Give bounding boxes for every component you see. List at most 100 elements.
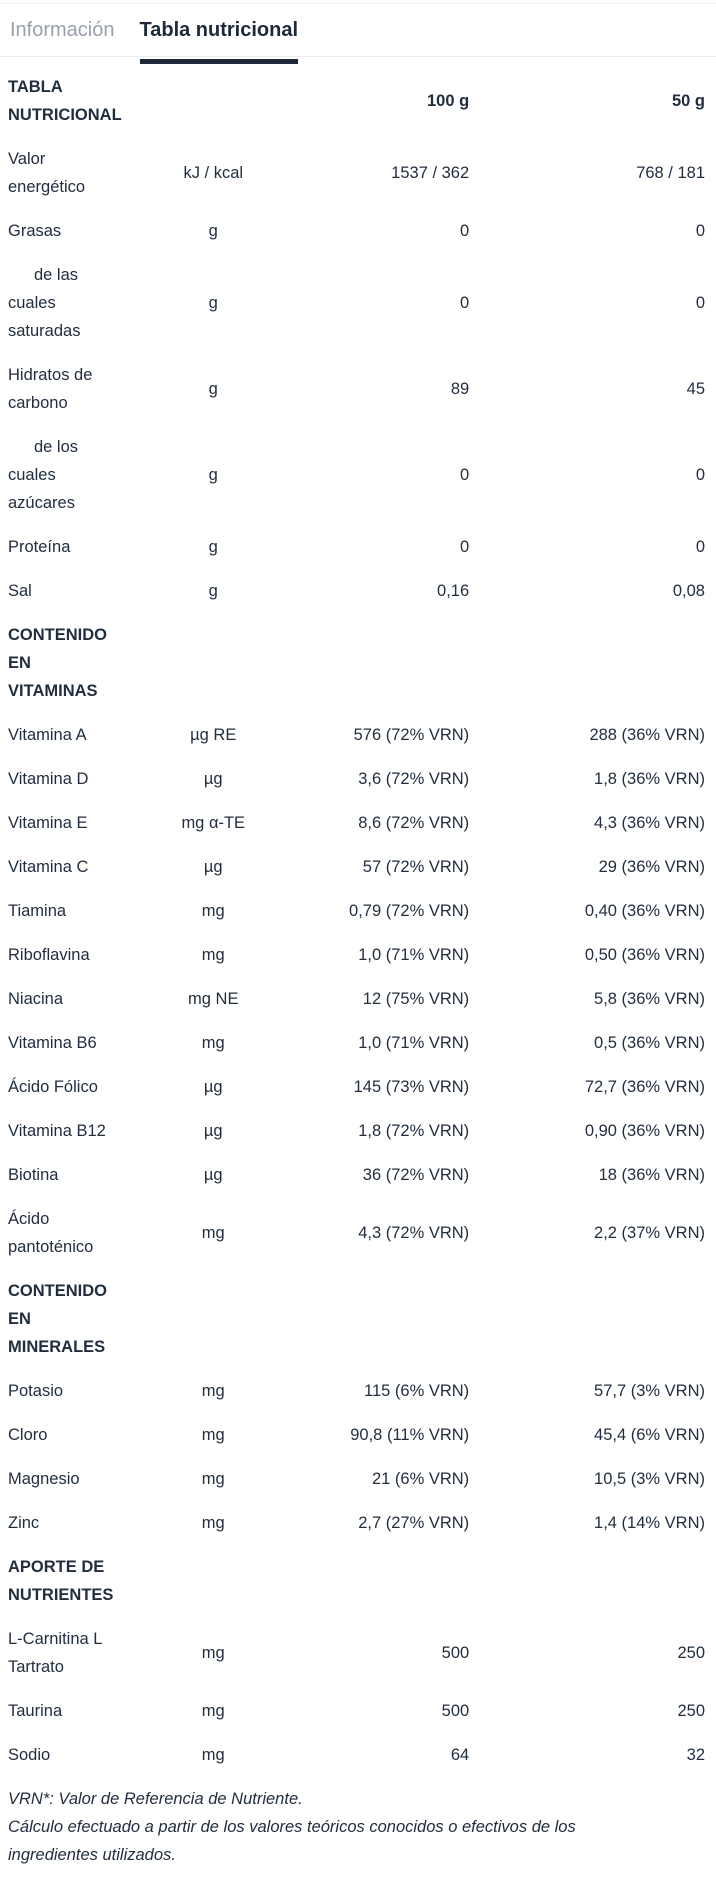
row-label: de los cuales azúcares: [8, 438, 79, 512]
table-row: Tiamina mg 0,79 (72% VRN) 0,40 (36% VRN): [0, 889, 716, 933]
row-value-50g: 250: [677, 1702, 705, 1720]
row-value-100g: 1,8 (72% VRN): [358, 1122, 470, 1140]
row-value-100g: 90,8 (11% VRN): [350, 1426, 470, 1444]
row-label: APORTE DE NUTRIENTES: [8, 1558, 114, 1604]
column-header-50g: 50 g: [671, 92, 705, 110]
table-row: APORTE DE NUTRIENTES: [0, 1545, 716, 1617]
row-value-100g: 1537 / 362: [391, 164, 470, 182]
row-value-100g: 12 (75% VRN): [362, 990, 470, 1008]
row-value-50g: 57,7 (3% VRN): [594, 1382, 705, 1400]
row-value-50g: [469, 1269, 716, 1369]
row-value-100g: 500: [441, 1644, 470, 1662]
row-value-50g: 0,50 (36% VRN): [584, 946, 705, 964]
row-unit: µg: [203, 770, 223, 788]
footnote-vrn-definition: VRN*: Valor de Referencia de Nutriente.: [8, 1790, 303, 1808]
row-value-50g: 32: [686, 1746, 705, 1764]
tab-informacion[interactable]: Información: [10, 19, 115, 41]
row-value-100g: 36 (72% VRN): [362, 1166, 470, 1184]
row-value-50g: [469, 1545, 716, 1617]
row-value-100g: 115 (6% VRN): [364, 1382, 470, 1400]
row-value-100g: 0: [459, 466, 470, 484]
row-unit: mg: [201, 946, 225, 964]
row-unit: mg: [201, 1382, 225, 1400]
row-value-100g: 21 (6% VRN): [371, 1470, 470, 1488]
row-unit: mg: [201, 1746, 225, 1764]
row-unit: mg: [201, 1224, 225, 1242]
tab-bar: Información Tabla nutricional: [0, 3, 716, 64]
footnotes: VRN*: Valor de Referencia de Nutriente. …: [0, 1785, 660, 1869]
row-value-50g: 0: [695, 294, 705, 312]
table-row: Sodio mg 64 32: [0, 1733, 716, 1777]
row-label: Sodio: [8, 1746, 51, 1764]
row-value-50g: 2,2 (37% VRN): [594, 1224, 705, 1242]
row-label: Riboflavina: [8, 946, 90, 964]
row-unit: [112, 613, 315, 713]
table-row: Vitamina C µg 57 (72% VRN) 29 (36% VRN): [0, 845, 716, 889]
row-value-100g: 1,0 (71% VRN): [358, 1034, 470, 1052]
row-unit: g: [208, 294, 218, 312]
row-value-50g: 72,7 (36% VRN): [584, 1078, 705, 1096]
row-label: Grasas: [8, 222, 62, 240]
unit-column-header: [112, 61, 315, 137]
row-value-50g: 4,3 (36% VRN): [594, 814, 705, 832]
row-value-50g: 0,40 (36% VRN): [584, 902, 705, 920]
row-value-50g: 29 (36% VRN): [598, 858, 705, 876]
row-unit: µg: [203, 1078, 223, 1096]
table-row: Potasio mg 115 (6% VRN) 57,7 (3% VRN): [0, 1369, 716, 1413]
tab-tabla-nutricional[interactable]: Tabla nutricional: [139, 4, 298, 64]
table-row: Proteína g 0 0: [0, 525, 716, 569]
row-value-100g: [315, 613, 469, 713]
row-unit: µg: [203, 1122, 223, 1140]
row-value-100g: 576 (72% VRN): [353, 726, 470, 744]
table-row: Vitamina B12 µg 1,8 (72% VRN) 0,90 (36% …: [0, 1109, 716, 1153]
row-unit: mg: [201, 1470, 225, 1488]
row-label: L-Carnitina L Tartrato: [8, 1630, 102, 1676]
row-label: Vitamina B6: [8, 1034, 97, 1052]
row-value-100g: 500: [441, 1702, 470, 1720]
table-row: Valor energético kJ / kcal 1537 / 362 76…: [0, 137, 716, 209]
row-value-50g: 1,4 (14% VRN): [594, 1514, 705, 1532]
table-row: L-Carnitina L Tartrato mg 500 250: [0, 1617, 716, 1689]
row-label: Magnesio: [8, 1470, 80, 1488]
nutrition-table-body: Valor energético kJ / kcal 1537 / 362 76…: [0, 137, 716, 1777]
row-value-50g: 5,8 (36% VRN): [594, 990, 705, 1008]
table-title: TABLA NUTRICIONAL: [8, 78, 122, 124]
table-row: Sal g 0,16 0,08: [0, 569, 716, 613]
row-value-50g: 45: [686, 380, 705, 398]
row-label: de las cuales saturadas: [8, 266, 81, 340]
row-label: CONTENIDO EN MINERALES: [8, 1282, 107, 1356]
row-value-50g: [469, 613, 716, 713]
row-label: Hidratos de carbono: [8, 366, 93, 412]
row-label: Valor energético: [8, 150, 86, 196]
row-value-100g: 89: [450, 380, 470, 398]
row-unit: g: [208, 222, 218, 240]
table-row: Vitamina E mg α-TE 8,6 (72% VRN) 4,3 (36…: [0, 801, 716, 845]
row-unit: mg: [201, 1426, 225, 1444]
table-row: Zinc mg 2,7 (27% VRN) 1,4 (14% VRN): [0, 1501, 716, 1545]
row-label: Cloro: [8, 1426, 48, 1444]
row-unit: mg: [201, 1644, 225, 1662]
row-value-100g: [315, 1545, 469, 1617]
row-unit: g: [208, 380, 218, 398]
row-unit: g: [208, 538, 218, 556]
row-label: Biotina: [8, 1166, 59, 1184]
row-unit: mg α-TE: [181, 814, 246, 832]
row-label: Vitamina B12: [8, 1122, 106, 1140]
row-label: Vitamina E: [8, 814, 88, 832]
table-row: Vitamina B6 mg 1,0 (71% VRN) 0,5 (36% VR…: [0, 1021, 716, 1065]
row-label: Ácido pantoténico: [8, 1210, 94, 1256]
row-value-100g: 2,7 (27% VRN): [358, 1514, 470, 1532]
row-unit: [112, 1545, 315, 1617]
row-label: Vitamina C: [8, 858, 89, 876]
row-value-100g: 1,0 (71% VRN): [358, 946, 470, 964]
table-row: CONTENIDO EN VITAMINAS: [0, 613, 716, 713]
row-unit: g: [208, 582, 218, 600]
row-unit: mg NE: [188, 990, 239, 1008]
row-value-50g: 45,4 (6% VRN): [594, 1426, 705, 1444]
table-row: Ácido Fólico µg 145 (73% VRN) 72,7 (36% …: [0, 1065, 716, 1109]
nutrition-table: TABLA NUTRICIONAL 100 g 50 g Valor energ…: [0, 61, 716, 1777]
row-label: Ácido Fólico: [8, 1078, 98, 1096]
row-value-100g: 0,16: [437, 582, 470, 600]
row-label: CONTENIDO EN VITAMINAS: [8, 626, 107, 700]
row-value-100g: 8,6 (72% VRN): [358, 814, 470, 832]
